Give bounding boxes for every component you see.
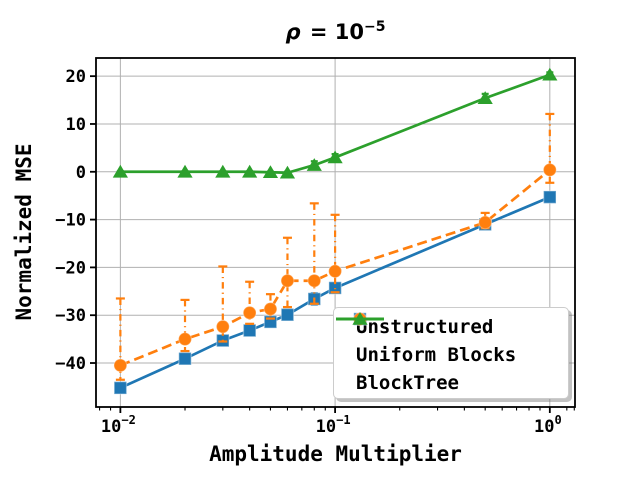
- data-point-marker: [307, 273, 322, 288]
- chart-title: ρ = 10−5: [96, 20, 575, 44]
- title-rho: ρ: [285, 20, 301, 44]
- data-point-marker: [542, 190, 557, 205]
- data-point-marker: [178, 332, 193, 347]
- y-tick-label: −10: [55, 211, 86, 231]
- data-point-marker: [177, 164, 193, 178]
- y-axis-label: Normalized MSE: [12, 143, 36, 321]
- data-point-marker: [242, 305, 257, 320]
- data-point-marker: [215, 164, 231, 178]
- axes-spines: [95, 57, 576, 408]
- data-point-marker: [178, 351, 192, 366]
- legend-item-blocktree: BlockTree: [336, 312, 568, 396]
- data-point-marker: [328, 264, 343, 279]
- y-tick-label: −40: [55, 354, 86, 374]
- data-point-marker: [113, 380, 128, 395]
- data-point-marker: [113, 358, 128, 373]
- legend: Unstructured Uniform Blocks BlockTree: [333, 307, 569, 399]
- data-point-marker: [542, 162, 557, 177]
- data-point-marker: [242, 323, 257, 338]
- title-exponent: −5: [364, 19, 386, 35]
- legend-item-uniform-blocks: Uniform Blocks: [336, 311, 568, 368]
- legend-sample-line-triangle-icon: [336, 312, 384, 325]
- data-point-marker: [477, 91, 493, 104]
- legend-label: BlockTree: [356, 372, 459, 394]
- series-line: [120, 73, 551, 175]
- series-blocktree: [112, 67, 558, 179]
- x-tick-label: 10−2: [101, 413, 136, 437]
- y-tick-label: 10: [66, 115, 86, 135]
- data-point-marker: [280, 273, 295, 288]
- data-point-marker: [279, 165, 296, 179]
- data-point-marker: [306, 158, 322, 171]
- legend-label: Unstructured: [356, 316, 494, 338]
- x-tick-label: 100: [534, 413, 562, 437]
- data-point-marker: [280, 307, 295, 322]
- series-uniform-blocks: [113, 112, 557, 381]
- title-body: = 10: [302, 20, 364, 44]
- y-tick-label: −30: [55, 306, 86, 326]
- series-line: [119, 195, 551, 390]
- data-point-marker: [352, 312, 368, 325]
- y-tick-label: 0: [76, 163, 86, 183]
- data-point-marker: [327, 150, 343, 164]
- data-point-marker: [242, 164, 258, 178]
- data-point-marker: [478, 215, 493, 230]
- data-point-marker: [262, 165, 279, 179]
- data-point-marker: [112, 164, 128, 178]
- data-point-marker: [215, 319, 230, 334]
- series-line: [119, 168, 551, 367]
- y-tick-label: 20: [66, 67, 86, 87]
- y-tick-label: −20: [55, 258, 86, 278]
- data-point-marker: [542, 67, 558, 81]
- legend-label: Uniform Blocks: [356, 344, 517, 366]
- x-tick-label: 10−1: [316, 413, 351, 437]
- data-point-marker: [263, 301, 278, 316]
- x-axis-label: Amplitude Multiplier: [209, 442, 462, 466]
